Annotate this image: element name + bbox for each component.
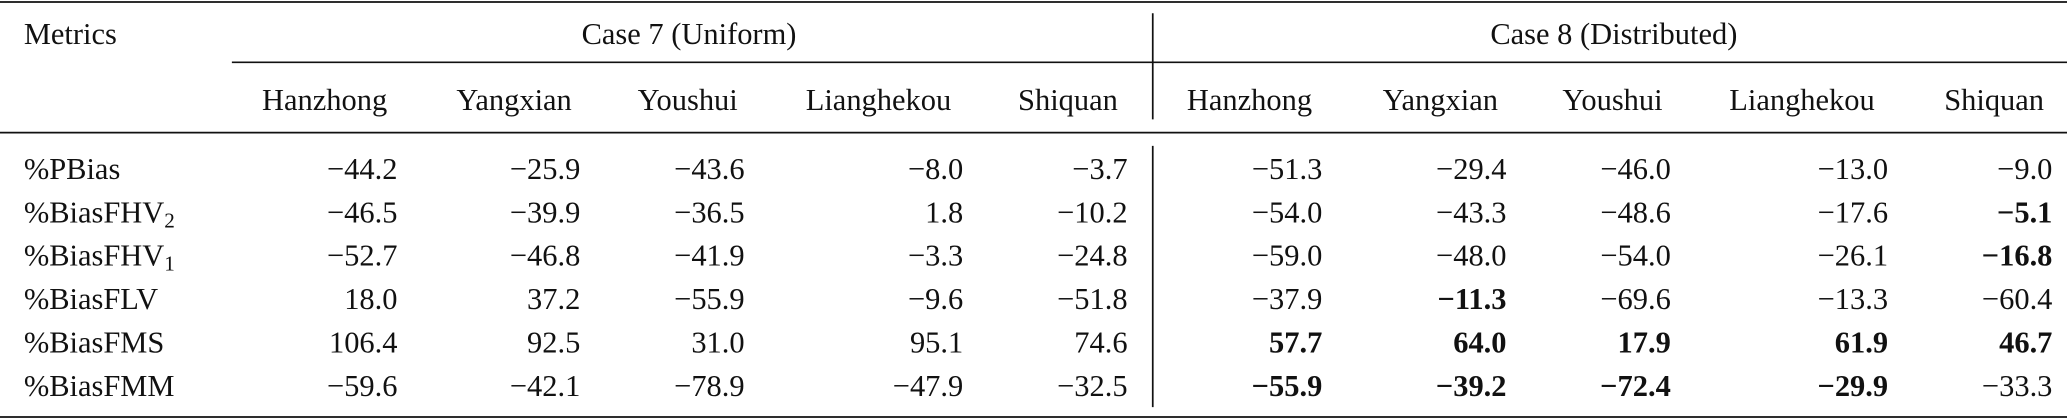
metric-name: %BiasFHV bbox=[24, 239, 164, 273]
metric-label: %BiasFLV bbox=[24, 282, 158, 316]
cell: 37.2 bbox=[527, 282, 580, 316]
cell: −55.9 bbox=[674, 282, 744, 316]
cell: −39.9 bbox=[510, 195, 580, 229]
cell: −72.4 bbox=[1600, 369, 1671, 403]
cell: −54.0 bbox=[1600, 239, 1670, 273]
cell: −43.6 bbox=[674, 152, 744, 186]
cell: −46.0 bbox=[1600, 152, 1670, 186]
cell: −32.5 bbox=[1057, 369, 1127, 403]
metric-label: %PBias bbox=[24, 152, 120, 186]
cell: 1.8 bbox=[925, 195, 963, 229]
column-header: Shiquan bbox=[1018, 83, 1118, 117]
cell: −48.0 bbox=[1436, 239, 1506, 273]
cell: −55.9 bbox=[1252, 369, 1323, 403]
cell: −37.9 bbox=[1252, 282, 1322, 316]
cell: −39.2 bbox=[1436, 369, 1507, 403]
group-header: Case 7 (Uniform) bbox=[582, 17, 797, 51]
cell: −8.0 bbox=[908, 152, 963, 186]
column-header: Lianghekou bbox=[806, 83, 951, 117]
cell: −59.0 bbox=[1252, 239, 1322, 273]
cell: −26.1 bbox=[1818, 239, 1888, 273]
metric-label: %BiasFHV2 bbox=[24, 195, 175, 232]
cell: −13.0 bbox=[1818, 152, 1888, 186]
cell: 74.6 bbox=[1074, 325, 1127, 359]
cell: 92.5 bbox=[527, 325, 580, 359]
cell: −5.1 bbox=[1997, 195, 2052, 229]
cell: 57.7 bbox=[1269, 325, 1322, 359]
cell: −3.7 bbox=[1072, 152, 1127, 186]
cell: −78.9 bbox=[674, 369, 744, 403]
column-header: Hanzhong bbox=[1187, 83, 1312, 117]
cell: 64.0 bbox=[1453, 325, 1506, 359]
cell: −33.3 bbox=[1982, 369, 2052, 403]
cell: −52.7 bbox=[327, 239, 397, 273]
metric-label: %BiasFMS bbox=[24, 325, 164, 359]
cell: 95.1 bbox=[910, 325, 963, 359]
cell: −51.8 bbox=[1057, 282, 1127, 316]
column-header: Shiquan bbox=[1944, 83, 2044, 117]
cell: −60.4 bbox=[1982, 282, 2052, 316]
cell: −46.5 bbox=[327, 195, 397, 229]
cell: −54.0 bbox=[1252, 195, 1322, 229]
cell: 61.9 bbox=[1835, 325, 1888, 359]
cell: −48.6 bbox=[1600, 195, 1670, 229]
cell: 46.7 bbox=[1999, 325, 2052, 359]
cell: −25.9 bbox=[510, 152, 580, 186]
cell: 18.0 bbox=[344, 282, 397, 316]
cell: −41.9 bbox=[674, 239, 744, 273]
column-header: Yangxian bbox=[1383, 83, 1498, 117]
group-header: Case 8 (Distributed) bbox=[1490, 17, 1737, 51]
cell: 31.0 bbox=[691, 325, 744, 359]
cell: −16.8 bbox=[1982, 239, 2053, 273]
metric-subscript: 2 bbox=[164, 209, 175, 233]
cell: −42.1 bbox=[510, 369, 580, 403]
cell: −29.4 bbox=[1436, 152, 1506, 186]
column-header: Yangxian bbox=[456, 83, 571, 117]
column-header: Youshui bbox=[1562, 83, 1662, 117]
cell: 17.9 bbox=[1618, 325, 1671, 359]
cell: −17.6 bbox=[1818, 195, 1888, 229]
cell: −9.6 bbox=[908, 282, 963, 316]
cell: −24.8 bbox=[1057, 239, 1127, 273]
cell: −10.2 bbox=[1057, 195, 1127, 229]
cell: −59.6 bbox=[327, 369, 397, 403]
cell: 106.4 bbox=[329, 325, 398, 359]
metric-label: %BiasFHV1 bbox=[24, 239, 175, 276]
cell: −69.6 bbox=[1600, 282, 1670, 316]
metric-subscript: 1 bbox=[164, 252, 175, 276]
cell: −36.5 bbox=[674, 195, 744, 229]
cell: −43.3 bbox=[1436, 195, 1506, 229]
column-header: Lianghekou bbox=[1729, 83, 1874, 117]
cell: −44.2 bbox=[327, 152, 397, 186]
cell: −51.3 bbox=[1252, 152, 1322, 186]
column-header: Youshui bbox=[638, 83, 738, 117]
cell: −9.0 bbox=[1997, 152, 2052, 186]
cell: −13.3 bbox=[1818, 282, 1888, 316]
cell: −29.9 bbox=[1817, 369, 1888, 403]
corner-header: Metrics bbox=[24, 17, 117, 51]
cell: −3.3 bbox=[908, 239, 963, 273]
metric-name: %BiasFHV bbox=[24, 195, 164, 229]
metric-label: %BiasFMM bbox=[24, 369, 175, 403]
cell: −11.3 bbox=[1438, 282, 1507, 316]
cell: −47.9 bbox=[893, 369, 963, 403]
column-header: Hanzhong bbox=[262, 83, 387, 117]
cell: −46.8 bbox=[510, 239, 580, 273]
